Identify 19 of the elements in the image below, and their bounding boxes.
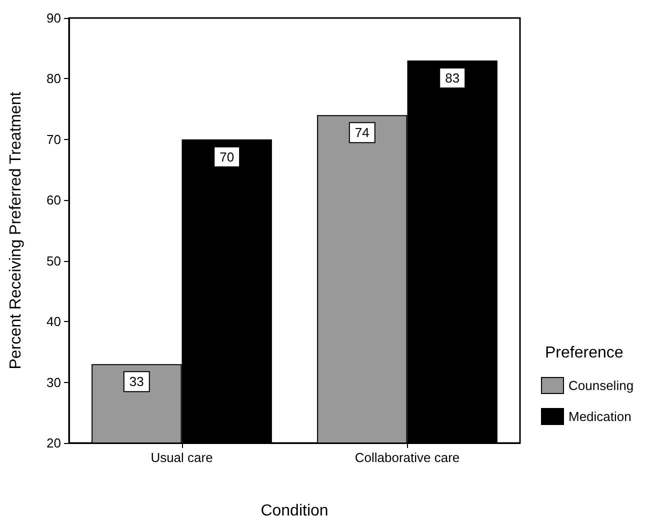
legend-label: Counseling [568,378,634,393]
data-label: 33 [129,374,144,390]
y-tick-label: 50 [46,253,61,268]
legend-label: Medication [568,409,632,424]
x-axis-title: Condition [260,502,328,520]
legend-title: Preference [545,344,624,362]
y-tick-label: 70 [46,132,61,147]
y-tick-label: 20 [46,436,61,450]
y-tick-label: 40 [46,314,61,330]
data-label: 70 [220,149,234,164]
data-label: 74 [354,125,370,140]
y-tick-label: 90 [46,10,61,26]
y-tick-label: 30 [46,374,61,390]
y-axis-title: Percent Receiving Preferred Treatment [8,91,24,370]
x-tick-label: Collaborative care [354,450,460,465]
data-label: 83 [445,70,460,86]
x-tick-label: Usual care [150,450,213,465]
y-tick-label: 60 [46,192,61,208]
y-tick-label: 80 [46,71,61,86]
